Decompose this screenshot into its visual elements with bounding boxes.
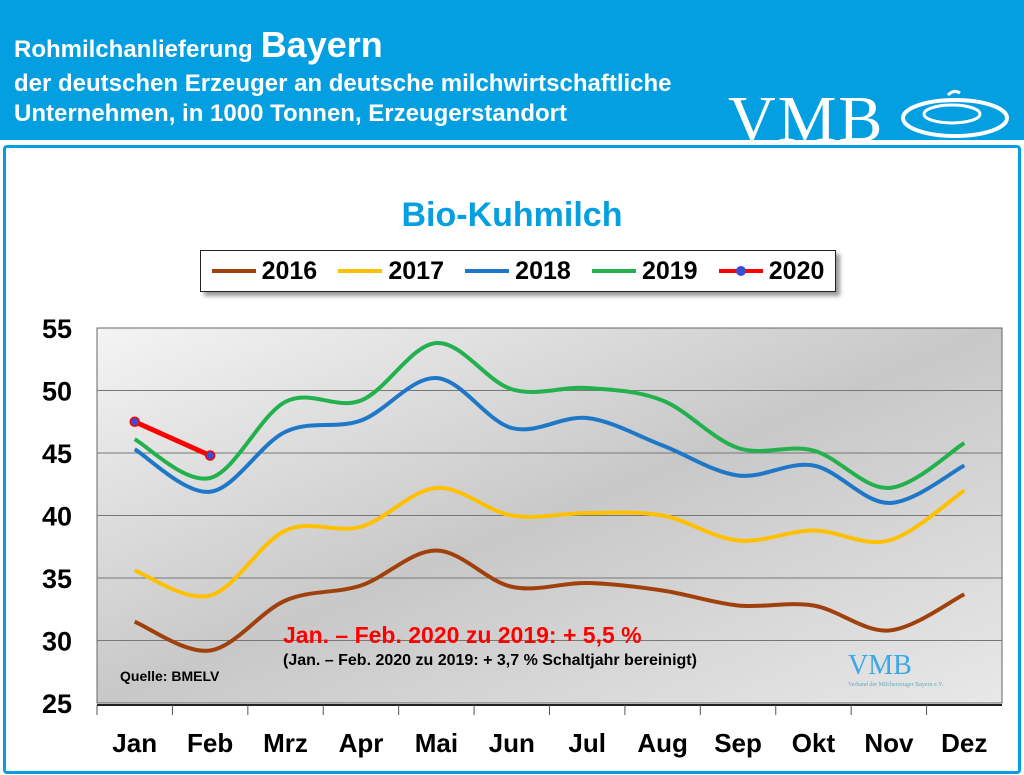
legend-item-2020: 2020	[718, 256, 825, 286]
data-point-2020	[204, 450, 216, 461]
watermark-tagline: Verband der Milcherzeuger Bayern e.V.	[848, 682, 944, 688]
legend-label: 2016	[261, 256, 318, 285]
x-tick-label: Dez	[941, 728, 987, 758]
legend-swatch	[211, 269, 256, 273]
legend-swatch	[591, 269, 636, 273]
header-banner: Rohmilchanlieferung Bayern der deutschen …	[0, 0, 1024, 156]
x-tick-label: Mai	[415, 728, 458, 758]
x-tick-label: Nov	[864, 728, 914, 758]
legend: 2016 2017 2018 2019 2020	[200, 250, 836, 292]
x-tick-label: Aug	[637, 728, 688, 758]
series-line-2016	[133, 548, 966, 653]
y-tick-label: 50	[42, 377, 72, 407]
legend-item-2017: 2017	[338, 257, 444, 286]
x-tick-label: Okt	[792, 728, 836, 758]
source-label: Quelle: BMELV	[120, 668, 220, 684]
header-line2: der deutschen Erzeuger an deutsche milch…	[14, 70, 672, 97]
legend-item-2016: 2016	[211, 256, 318, 286]
legend-swatch	[718, 266, 763, 276]
x-tick-label: Feb	[187, 728, 233, 758]
legend-label: 2018	[515, 256, 571, 285]
legend-label: 2017	[388, 256, 444, 285]
legend-swatch	[465, 269, 510, 273]
series-line-2020	[133, 419, 212, 458]
series-line-2017	[133, 485, 966, 599]
annotation-sub: (Jan. – Feb. 2020 zu 2019: + 3,7 % Schal…	[283, 652, 697, 669]
legend-swatch	[338, 269, 383, 273]
header-line1: Rohmilchanlieferung	[14, 36, 253, 63]
chart-frame	[3, 145, 1021, 774]
header-region: Bayern	[260, 24, 383, 65]
y-tick-label: 30	[42, 627, 72, 657]
legend-label: 2020	[768, 256, 825, 285]
annotation-main: Jan. – Feb. 2020 zu 2019: + 5,5 %	[283, 622, 642, 648]
x-tick-label: Mrz	[263, 728, 308, 758]
x-tick-label: Jul	[568, 728, 606, 758]
header-line3: Unternehmen, in 1000 Tonnen, Erzeugersta…	[14, 100, 567, 127]
y-tick-label: 35	[42, 564, 72, 594]
x-tick-label: Jan	[112, 728, 157, 758]
header-title: Rohmilchanlieferung Bayern	[14, 24, 383, 66]
y-tick-label: 40	[42, 502, 72, 532]
vmb-logo: VMB	[728, 83, 885, 156]
x-tick-label: Jun	[489, 728, 535, 758]
legend-item-2019: 2019	[591, 256, 698, 286]
series-line-2018	[133, 375, 966, 506]
y-tick-label: 55	[42, 314, 72, 344]
y-tick-label: 45	[42, 439, 72, 469]
legend-item-2018: 2018	[465, 257, 571, 286]
y-tick-label: 25	[42, 689, 72, 719]
chart-title: Bio-Kuhmilch	[401, 196, 623, 234]
series-line-2019	[133, 340, 966, 491]
milk-drop-logo-icon	[901, 89, 1009, 138]
watermark-logo-text: VMB	[848, 650, 912, 681]
watermark-logo: VMB Verband der Milcherzeuger Bayern e.V.	[848, 650, 943, 688]
x-tick-label: Apr	[339, 728, 384, 758]
x-tick-label: Sep	[714, 728, 762, 758]
legend-label: 2019	[641, 256, 698, 285]
data-point-2020	[129, 416, 140, 427]
